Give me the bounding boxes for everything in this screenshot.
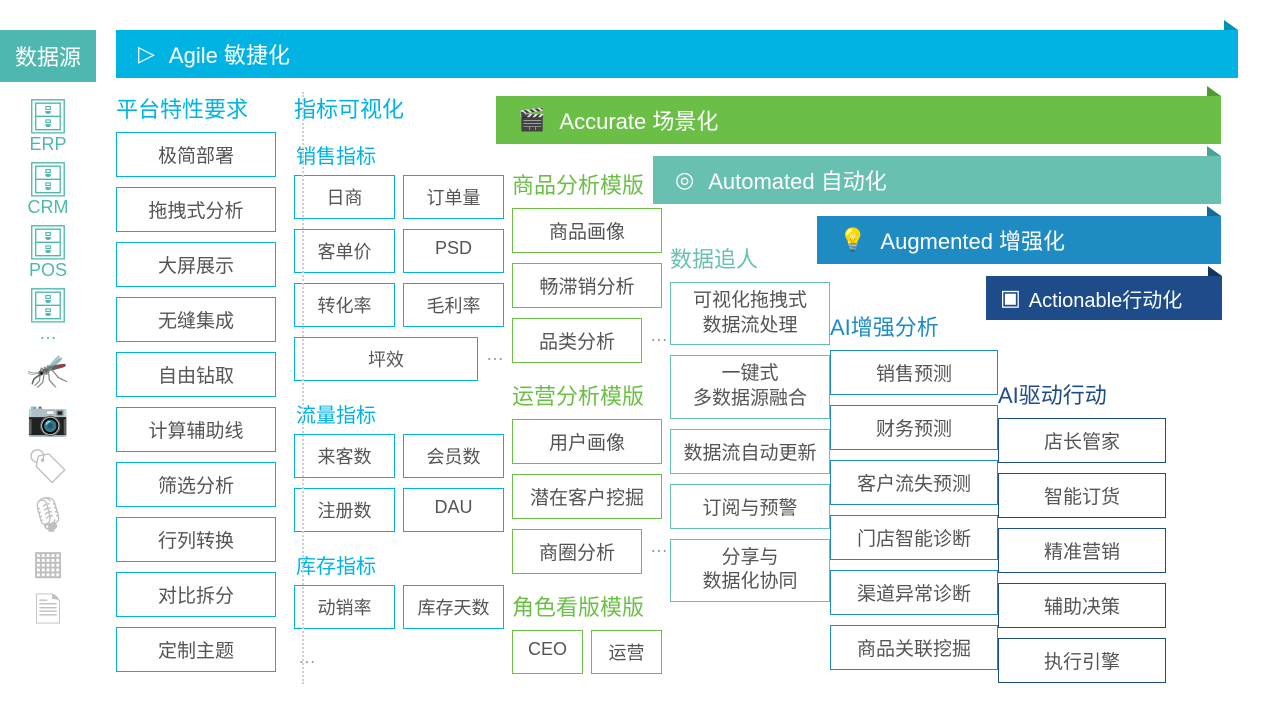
pill-item: 注册数 [294, 488, 395, 532]
banner-label: Agile 敏捷化 [169, 38, 290, 70]
camera-icon: 📷 [27, 402, 69, 436]
pill-item: 坪效 [294, 337, 478, 381]
pill-item: 辅助决策 [998, 583, 1166, 628]
pill-item: 一键式多数据源融合 [670, 355, 830, 418]
pill-item: 行列转换 [116, 517, 276, 562]
col2-stock-title: 库存指标 [296, 550, 504, 579]
banner-label: Actionable行动化 [1029, 284, 1182, 313]
src-erp: 🗄 ERP [26, 100, 69, 155]
src-label: ERP [29, 134, 66, 155]
pill-item: 定制主题 [116, 627, 276, 672]
col-ai-action: AI驱动行动 店长管家智能订货精准营销辅助决策执行引擎 [998, 378, 1166, 684]
data-source-sidebar: 数据源 🗄 ERP 🗄 CRM 🗄 POS 🗄 … 🦟 📷 🏷 🎙 ▦ 🗎 [0, 0, 96, 628]
col2-more: … [294, 639, 504, 668]
database-icon: 🗄 [26, 100, 69, 134]
col6-title: AI驱动行动 [998, 378, 1166, 410]
pill-item: 门店智能诊断 [830, 515, 998, 560]
banner-agile: ▷ Agile 敏捷化 [116, 30, 1238, 78]
src-label: CRM [27, 197, 68, 218]
mic-icon: 🎙 [26, 498, 69, 532]
more-indicator: … [650, 536, 668, 557]
pill-item: 渠道异常诊断 [830, 570, 998, 615]
weibo-icon: 🦟 [27, 354, 69, 388]
bulb-icon: 💡 [839, 227, 866, 253]
src-more: 🗄 … [26, 289, 69, 344]
pill-item: 自由钻取 [116, 352, 276, 397]
more-indicator: … [650, 325, 668, 346]
pill-ops: 运营 [591, 630, 662, 674]
pill-item: 用户画像 [512, 419, 662, 464]
pill-ceo: CEO [512, 630, 583, 674]
database-icon: 🗄 [26, 289, 69, 323]
pill-item: 执行引擎 [998, 638, 1166, 683]
banner-label: Augmented 增强化 [880, 224, 1065, 256]
banner-accurate: 🎬 Accurate 场景化 [496, 96, 1221, 144]
src-pos: 🗄 POS [26, 226, 69, 281]
banner-actionable: ▣ Actionable行动化 [986, 276, 1222, 320]
pill-item: 客户流失预测 [830, 460, 998, 505]
pill-item: 智能订货 [998, 473, 1166, 518]
send-icon: ▷ [138, 41, 155, 67]
pill-item: 店长管家 [998, 418, 1166, 463]
sidebar-title: 数据源 [0, 30, 96, 82]
pill-item: 商圈分析 [512, 529, 642, 574]
doc-icon: 🗎 [34, 594, 61, 628]
col2-traffic-title: 流量指标 [296, 399, 504, 428]
pill-item: 销售预测 [830, 350, 998, 395]
pill-item: 动销率 [294, 585, 395, 629]
col-ai-augment: AI增强分析 销售预测财务预测客户流失预测门店智能诊断渠道异常诊断商品关联挖掘 [830, 310, 998, 684]
pill-item: 数据流自动更新 [670, 429, 830, 474]
clapper-icon: 🎬 [518, 107, 545, 133]
src-label: POS [29, 260, 67, 281]
col3-g2-title: 运营分析模版 [512, 379, 662, 411]
database-icon: 🗄 [26, 163, 69, 197]
col3-g3-title: 角色看版模版 [512, 590, 662, 622]
src-label: … [39, 323, 57, 344]
pill-item: 计算辅助线 [116, 407, 276, 452]
pill-item: 精准营销 [998, 528, 1166, 573]
pill-item: 会员数 [403, 434, 504, 478]
database-icon: 🗄 [26, 226, 69, 260]
dashboard-icon: ▣ [1000, 285, 1021, 311]
pill-item: 财务预测 [830, 405, 998, 450]
pill-item: 订阅与预警 [670, 484, 830, 529]
src-crm: 🗄 CRM [26, 163, 69, 218]
pill-item: DAU [403, 488, 504, 532]
banner-automated: ◎ Automated 自动化 [653, 156, 1221, 204]
banner-label: Automated 自动化 [708, 164, 887, 196]
banner-label: Accurate 场景化 [559, 104, 718, 136]
more-indicator: … [486, 344, 504, 365]
tag-icon: 🏷 [26, 450, 69, 484]
pill-item: 潜在客户挖掘 [512, 474, 662, 519]
pill-item: 分享与数据化协同 [670, 539, 830, 602]
banner-augmented: 💡 Augmented 增强化 [817, 216, 1221, 264]
pill-item: 品类分析 [512, 318, 642, 363]
pill-item: 库存天数 [403, 585, 504, 629]
pill-item: 商品关联挖掘 [830, 625, 998, 670]
pill-item: 来客数 [294, 434, 395, 478]
pill-item: 筛选分析 [116, 462, 276, 507]
pill-item: 对比拆分 [116, 572, 276, 617]
excel-icon: ▦ [32, 546, 64, 580]
radar-icon: ◎ [675, 167, 694, 193]
